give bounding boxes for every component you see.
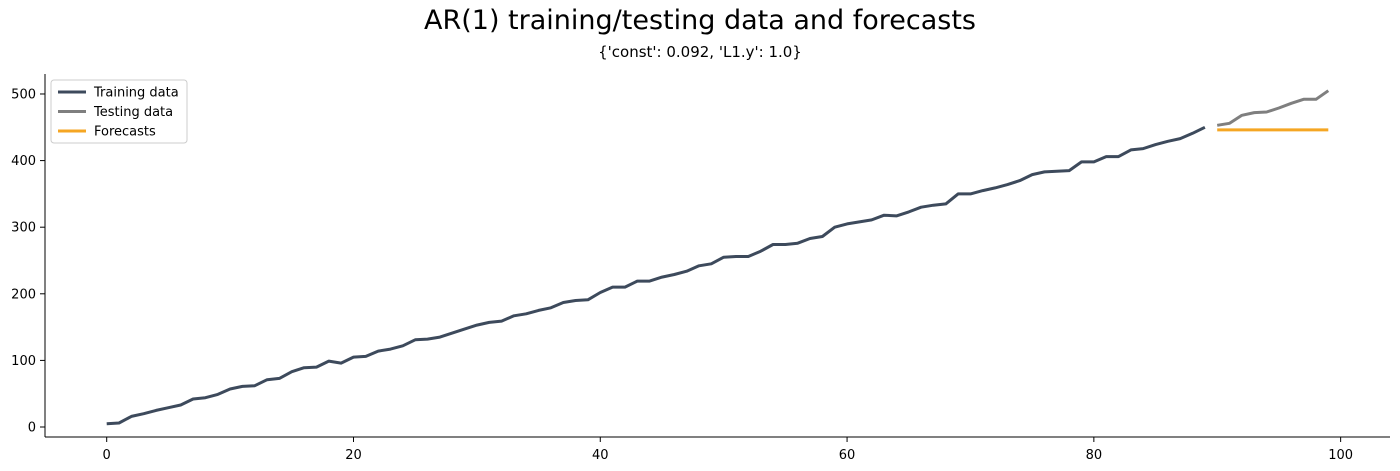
chart-subtitle: {'const': 0.092, 'L1.y': 1.0}: [598, 43, 802, 61]
series-line-testing-data: [1216, 89, 1330, 127]
y-tick-label: 400: [11, 154, 36, 169]
x-tick-label: 80: [1086, 448, 1103, 463]
y-tick-label: 100: [11, 354, 36, 369]
legend-label-testing-data: Testing data: [93, 105, 173, 120]
legend-label-forecasts: Forecasts: [94, 125, 156, 140]
y-tick-label: 300: [11, 221, 36, 236]
x-tick-label: 60: [839, 448, 856, 463]
y-tick-label: 0: [28, 421, 36, 436]
x-tick-label: 40: [592, 448, 609, 463]
x-tick-label: 20: [345, 448, 362, 463]
series-layer: [106, 89, 1330, 426]
y-tick-label: 500: [11, 87, 36, 102]
legend-label-training-data: Training data: [93, 86, 179, 101]
chart-title: AR(1) training/testing data and forecast…: [424, 5, 976, 36]
x-tick-label: 0: [103, 448, 111, 463]
x-tick-label: 100: [1328, 448, 1353, 463]
axes: [44, 74, 1390, 438]
series-line-training-data: [106, 125, 1206, 426]
x-ticks: 0 20 40 60 80 100: [103, 437, 1353, 463]
y-tick-label: 200: [11, 287, 36, 302]
legend-box: [50, 79, 188, 144]
y-ticks: 0 100 200 300 400 500: [11, 87, 45, 436]
legend: Training data Testing data Forecasts: [50, 79, 188, 144]
